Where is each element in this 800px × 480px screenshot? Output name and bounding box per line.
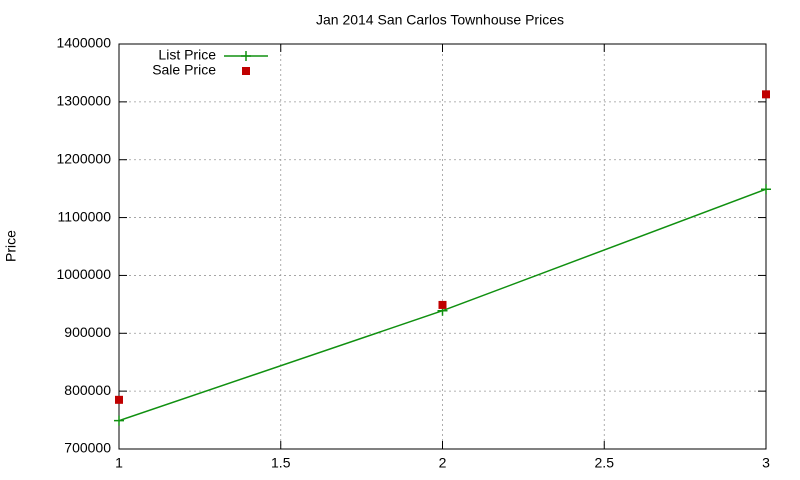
data-point	[438, 300, 447, 309]
x-tick-label: 2.5	[595, 455, 615, 471]
y-tick-label: 800000	[64, 382, 111, 398]
y-tick-label: 700000	[64, 440, 111, 456]
x-tick-label: 3	[762, 455, 770, 471]
y-tick-label: 1000000	[56, 266, 111, 282]
data-point	[761, 184, 771, 195]
y-tick-label: 1100000	[58, 208, 112, 224]
x-tick-label: 1.5	[271, 455, 291, 471]
y-tick-label: 1400000	[56, 35, 111, 51]
data-point	[114, 415, 124, 426]
y-tick-label: 1200000	[56, 150, 111, 166]
chart-title: Jan 2014 San Carlos Townhouse Prices	[316, 12, 564, 28]
y-tick-label: 900000	[64, 324, 111, 340]
y-tick-label: 1300000	[56, 93, 111, 109]
plot-border	[118, 43, 767, 450]
legend-marker	[241, 51, 251, 61]
x-tick-label: 2	[439, 455, 447, 471]
data-point	[115, 395, 123, 404]
legend-marker	[242, 67, 250, 75]
legend-label: Sale Price	[152, 62, 216, 78]
legend-label: List Price	[158, 47, 216, 63]
data-point	[762, 90, 770, 99]
y-axis-label: Price	[3, 230, 19, 262]
x-tick-label: 1	[115, 455, 123, 471]
